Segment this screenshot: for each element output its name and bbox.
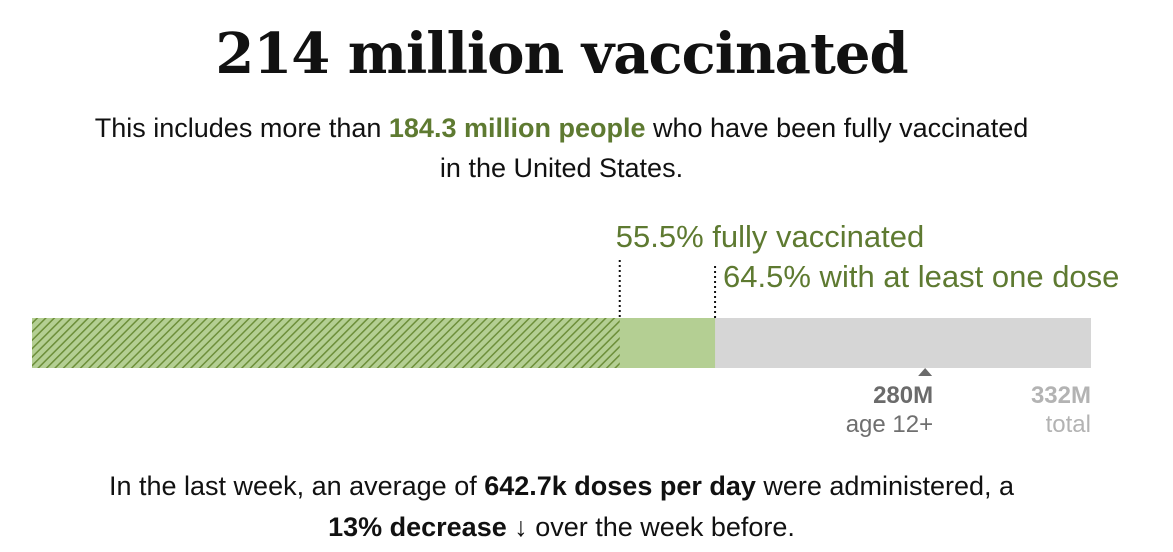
fully-vaccinated-label: 55.5% fully vaccinated [616,219,924,254]
headline: 214 million vaccinated [215,21,908,87]
footer-decrease: 13% decrease [328,512,507,542]
footer-text-2: were administered, a [755,471,1015,501]
one-dose-label: 64.5% with at least one dose [723,259,1119,294]
vaccination-progress-chart: 55.5% fully vaccinated 64.5% with at leas… [0,210,1173,450]
progress-bar-svg: 55.5% fully vaccinated 64.5% with at leas… [32,219,1119,438]
subtitle-highlight: 184.3 million people [388,113,646,143]
footer-doses-per-day: 642.7k doses per day [484,471,756,501]
marker-value-label: 332M [1031,382,1091,409]
subtitle-text-before: This includes more than [94,113,389,143]
subtitle: This includes more than 184.3 million pe… [20,108,1103,188]
footer-summary: In the last week, an average of 642.7k d… [20,466,1103,548]
footer-text-3: over the week before. [527,512,795,542]
marker-sublabel: total [1046,411,1091,438]
down-arrow-icon: ↓ [514,512,528,542]
footer-text-1: In the last week, an average of [108,471,485,501]
marker-value-label: 280M [873,382,933,409]
subtitle-line2: in the United States. [439,153,684,183]
marker-sublabel: age 12+ [846,411,933,438]
age-12-plus-marker-icon [918,368,933,376]
bar-fully-vaccinated [32,318,620,368]
subtitle-text-after: who have been fully vaccinated [645,113,1029,143]
